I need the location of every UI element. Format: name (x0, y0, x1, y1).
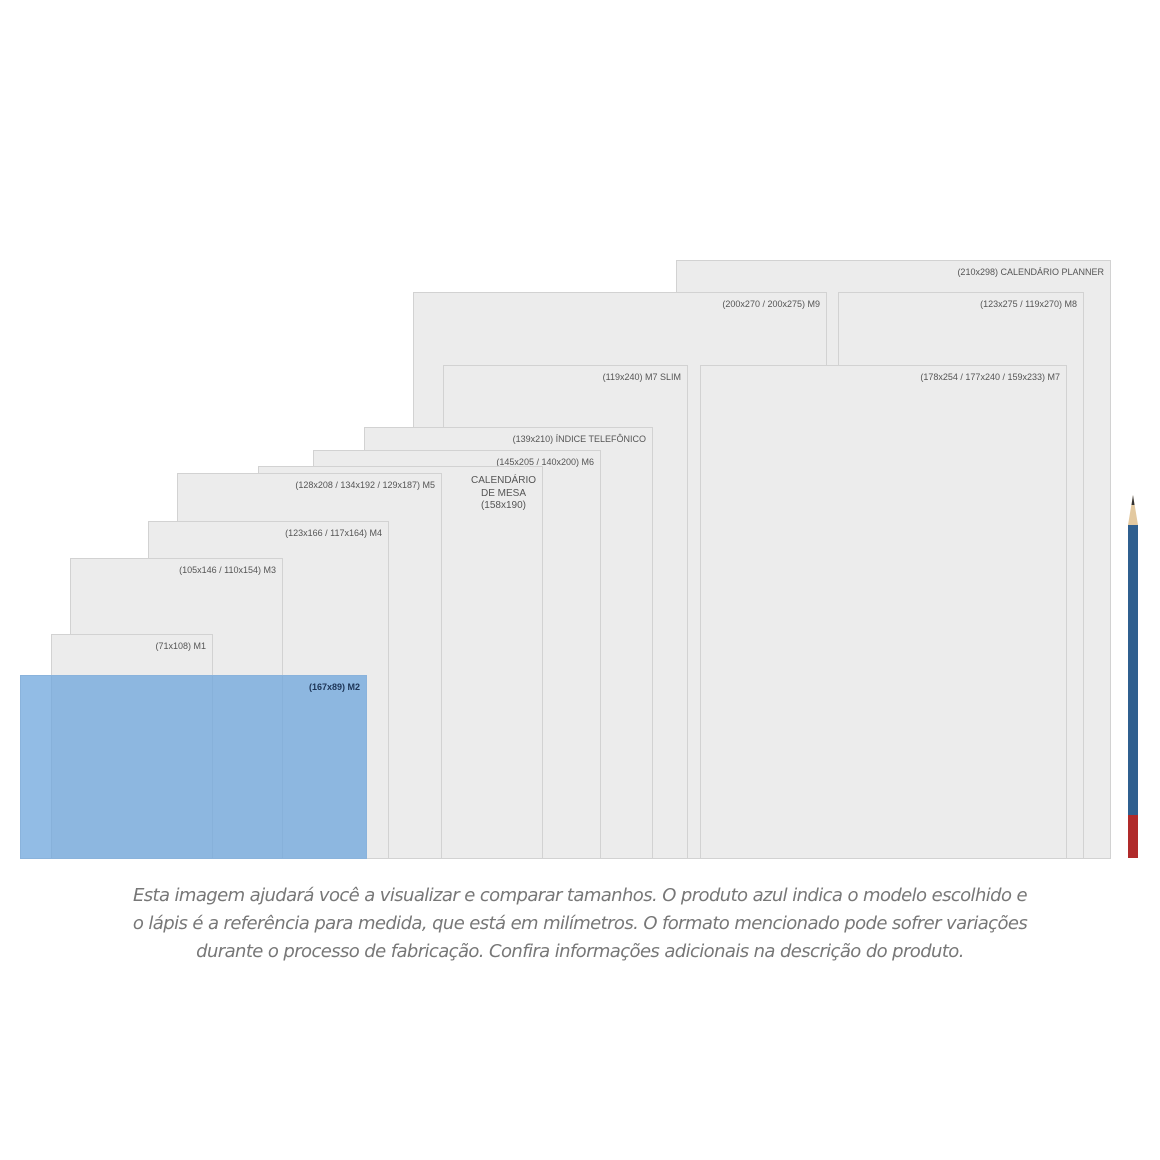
caption: Esta imagem ajudará você a visualizar e … (60, 882, 1100, 966)
format-label: (123x275 / 119x270) M8 (980, 299, 1077, 309)
format-label: CALENDÁRIO DE MESA (158x190) (470, 475, 536, 511)
format-label: (105x146 / 110x154) M3 (179, 565, 276, 575)
format-label: (119x240) M7 SLIM (602, 372, 681, 382)
format-label: (139x210) ÍNDICE TELEFÔNICO (512, 434, 646, 444)
format-label: (200x270 / 200x275) M9 (722, 299, 820, 309)
caption-line: Esta imagem ajudará você a visualizar e … (132, 885, 1028, 906)
format-label: (123x166 / 117x164) M4 (285, 528, 382, 538)
format-label: (210x298) CALENDÁRIO PLANNER (957, 267, 1104, 277)
format-label: (167x89) M2 (308, 682, 360, 692)
pencil-icon (1128, 495, 1138, 858)
format-label: (71x108) M1 (155, 641, 206, 651)
format-label: (128x208 / 134x192 / 129x187) M5 (295, 480, 435, 490)
caption-line: o lápis é a referência para medida, que … (132, 913, 1028, 934)
caption-line: durante o processo de fabricação. Confir… (196, 941, 964, 962)
format-label: (145x205 / 140x200) M6 (496, 457, 594, 467)
format-label: (178x254 / 177x240 / 159x233) M7 (920, 372, 1060, 382)
format-box-m2-selected: (167x89) M2 (20, 675, 367, 859)
format-box-m7: (178x254 / 177x240 / 159x233) M7 (700, 365, 1067, 859)
